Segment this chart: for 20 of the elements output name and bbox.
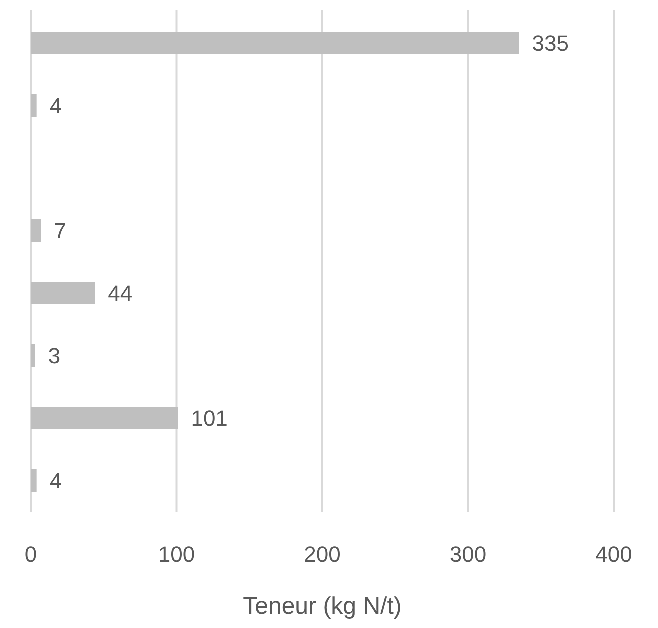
data-label: 44 <box>108 280 133 306</box>
bar <box>31 282 96 304</box>
bar <box>31 220 42 242</box>
x-tick-label: 0 <box>24 542 38 567</box>
bar <box>31 470 37 492</box>
x-tick-label: 400 <box>596 542 632 567</box>
bar <box>31 32 520 54</box>
x-tick-label: 300 <box>450 542 487 567</box>
data-label: 101 <box>191 406 228 431</box>
data-label: 335 <box>532 30 569 56</box>
bar <box>31 407 178 430</box>
x-axis-title: Teneur (kg N/t) <box>243 593 402 620</box>
bar <box>31 344 36 367</box>
data-label: 3 <box>48 343 61 368</box>
data-label: 4 <box>50 468 62 494</box>
data-label: 4 <box>50 93 62 118</box>
bar <box>31 94 37 117</box>
x-tick-label: 100 <box>158 542 196 567</box>
x-tick-label: 200 <box>304 542 341 567</box>
data-label: 7 <box>54 218 66 244</box>
